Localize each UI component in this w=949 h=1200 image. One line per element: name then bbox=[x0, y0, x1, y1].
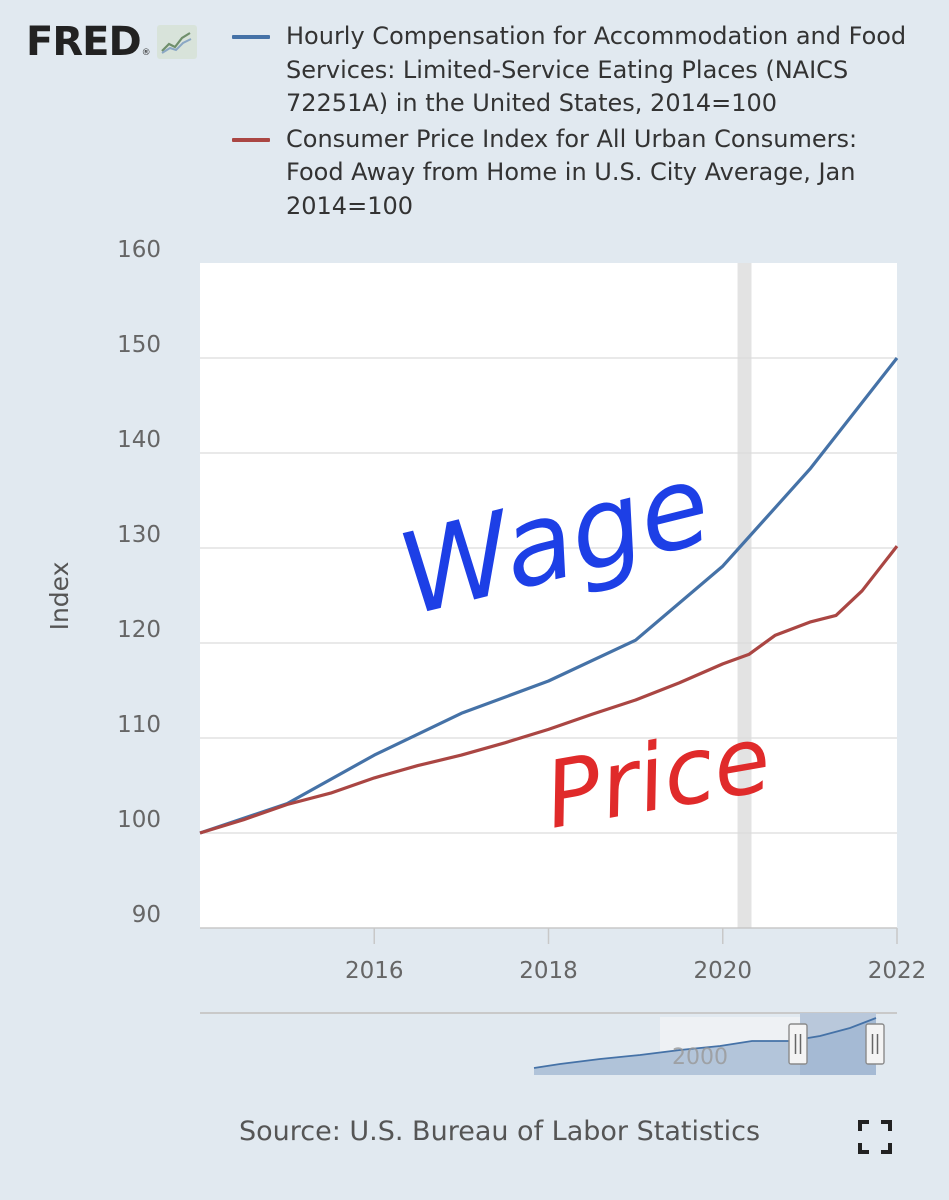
x-tick-label: 2022 bbox=[868, 958, 927, 984]
y-tick-label: 100 bbox=[117, 807, 161, 833]
fred-logo-text: FRED bbox=[26, 19, 142, 65]
registered-mark: ® bbox=[141, 48, 151, 58]
navigator-left-handle[interactable] bbox=[788, 1023, 808, 1065]
legend-label-wage: Hourly Compensation for Accommodation an… bbox=[286, 22, 907, 117]
chart-legend: Hourly Compensation for Accommodation an… bbox=[232, 20, 922, 225]
y-tick-label: 150 bbox=[117, 332, 161, 358]
x-tick-label: 2020 bbox=[693, 958, 752, 984]
y-tick-label: 160 bbox=[117, 237, 161, 263]
fred-logo[interactable]: FRED ® bbox=[26, 19, 197, 65]
navigator-series-line bbox=[533, 1017, 877, 1069]
y-axis-label: Index bbox=[45, 562, 74, 631]
fullscreen-icon[interactable] bbox=[858, 1120, 892, 1154]
source-note: Source: U.S. Bureau of Labor Statistics bbox=[239, 1116, 761, 1147]
x-tick-label: 2018 bbox=[519, 958, 578, 984]
y-tick-label: 140 bbox=[117, 427, 161, 453]
series-line-cpi[interactable] bbox=[199, 545, 899, 835]
series-line-wage[interactable] bbox=[199, 357, 899, 835]
plot-area bbox=[200, 263, 897, 928]
y-tick-label: 130 bbox=[117, 522, 161, 548]
legend-swatch-wage bbox=[232, 35, 270, 39]
line-chart: 90 100 110 120 130 140 150 160 2016 2018 2020 2022 I… bbox=[45, 237, 927, 1075]
x-tick-label: 2016 bbox=[345, 958, 404, 984]
legend-item-cpi[interactable]: Consumer Price Index for All Urban Consu… bbox=[232, 123, 922, 224]
navigator-right-handle[interactable] bbox=[865, 1023, 885, 1065]
recession-band bbox=[737, 263, 752, 928]
navigator-label: 2000 bbox=[672, 1045, 728, 1070]
legend-label-cpi: Consumer Price Index for All Urban Consu… bbox=[286, 124, 858, 220]
legend-item-wage[interactable]: Hourly Compensation for Accommodation an… bbox=[232, 20, 922, 121]
legend-swatch-cpi bbox=[232, 137, 270, 142]
y-tick-label: 120 bbox=[117, 617, 161, 643]
y-tick-label: 90 bbox=[132, 902, 161, 928]
line-chart-icon bbox=[156, 25, 197, 59]
y-tick-label: 110 bbox=[117, 712, 161, 738]
